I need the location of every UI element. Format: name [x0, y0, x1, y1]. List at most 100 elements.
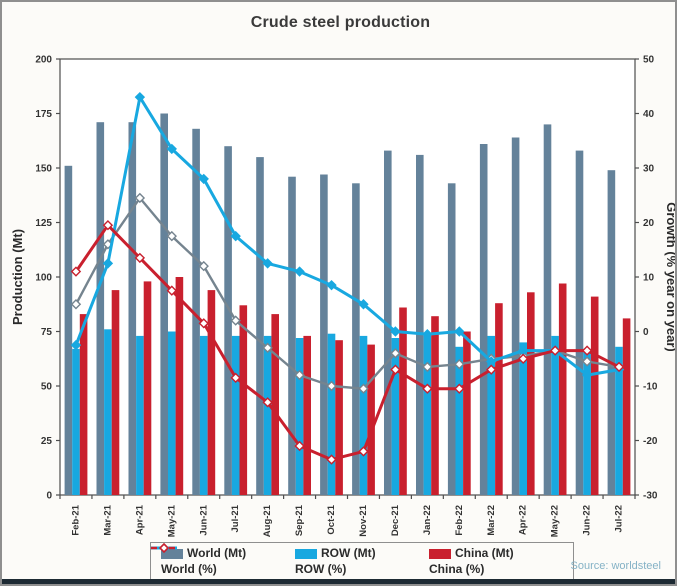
bar-May-22	[551, 335, 559, 495]
bar-Jun-21	[207, 290, 216, 495]
bar-Feb-21	[79, 314, 88, 495]
marker-china-Jun-21	[198, 318, 209, 329]
marker-world-Jun-22	[581, 356, 593, 367]
bar-Jun-22	[583, 348, 591, 495]
marker-china-Feb-21	[70, 266, 82, 277]
x-tick-label: Sep-21	[294, 504, 305, 536]
x-tick-label: Mar-22	[486, 505, 497, 536]
left-tick-label: 125	[35, 218, 52, 229]
left-tick-label: 75	[41, 327, 53, 338]
marker-world-Jul-21	[230, 315, 241, 326]
marker-row-Aug-21	[262, 258, 273, 269]
marker-world-Oct-21	[326, 380, 337, 392]
x-tick-label: Feb-21	[70, 504, 81, 535]
marker-row-Dec-21	[390, 326, 401, 337]
marker-china-May-22	[549, 345, 561, 356]
bar-Mar-21	[111, 290, 120, 495]
legend-label: ROW (Mt)	[321, 546, 376, 560]
legend-item-china-mt: China (Mt)	[429, 546, 563, 561]
marker-china-Sep-21	[294, 440, 305, 452]
bar-Mar-21	[96, 122, 105, 495]
bar-series-china-mt	[79, 277, 631, 495]
marker-china-Apr-22	[518, 353, 529, 364]
x-tick-label: Jul-22	[614, 505, 625, 532]
right-tick-label: -20	[643, 436, 658, 447]
bar-Oct-21	[320, 174, 328, 495]
bar-Aug-21	[256, 157, 264, 495]
chart-title: Crude steel production	[250, 14, 431, 31]
bottom-edge-strip	[2, 579, 675, 584]
right-tick-label: 0	[643, 327, 649, 338]
left-tick-label: 25	[41, 436, 53, 447]
left-tick-label: 0	[46, 491, 52, 502]
marker-row-Sep-21	[294, 266, 305, 277]
right-tick-label: 20	[643, 218, 655, 229]
marker-world-Feb-22	[454, 359, 465, 370]
bar-Sep-21	[303, 335, 311, 495]
marker-china-Jan-22	[422, 383, 433, 394]
bar-Mar-22	[495, 303, 503, 495]
x-tick-label: Mar-21	[102, 504, 113, 535]
right-axis-ticks: 50 40 30 20 10 0 -10 -20 -30	[635, 55, 658, 502]
marker-world-Jun-21	[198, 260, 209, 272]
bar-Jul-22	[607, 170, 616, 495]
x-tick-label: Apr-22	[518, 505, 529, 535]
bar-Apr-21	[143, 281, 152, 495]
line-series-china-pct	[70, 220, 625, 465]
bar-Apr-21	[136, 335, 144, 495]
right-tick-label: -30	[643, 491, 658, 502]
marker-row-Feb-21	[70, 339, 82, 351]
bar-series-world-mt	[64, 113, 616, 496]
right-axis-title: Growth (% year on year)	[664, 202, 677, 352]
bar-Aug-21	[263, 335, 272, 495]
marker-china-Nov-21	[358, 446, 369, 457]
left-tick-label: 175	[35, 109, 52, 120]
x-tick-label: Jul-21	[230, 504, 241, 532]
bar-Feb-22	[463, 331, 471, 495]
marker-china-Apr-21	[134, 252, 146, 264]
bar-Nov-21	[352, 183, 360, 496]
marker-china-Aug-21	[262, 397, 273, 408]
bar-May-22	[558, 283, 567, 495]
left-axis-ticks: 200 175 150 125 100 75 50 25 0	[35, 55, 60, 502]
source-credit: Source: worldsteel	[570, 560, 662, 572]
legend-swatch-world-mt-icon	[161, 548, 183, 559]
legend-item-row-mt: ROW (Mt)	[295, 546, 429, 561]
bar-Mar-22	[479, 144, 488, 495]
left-axis-title: Production (Mt)	[10, 229, 25, 325]
marker-china-May-21	[166, 285, 177, 296]
legend-swatch-row-mt-icon	[295, 548, 317, 559]
bar-Jul-21	[224, 146, 232, 495]
legend-label: World (Mt)	[187, 546, 247, 560]
x-tick-label: Jun-22	[582, 505, 593, 536]
bar-Nov-21	[367, 344, 375, 495]
bar-Dec-21	[399, 307, 407, 495]
x-tick-label: Feb-22	[454, 505, 465, 536]
x-tick-label: May-21	[166, 504, 177, 537]
marker-china-Jun-22	[581, 345, 593, 356]
bar-Feb-22	[455, 346, 464, 495]
bar-Dec-21	[384, 150, 392, 495]
bar-Sep-21	[295, 338, 304, 495]
left-tick-label: 100	[35, 273, 52, 284]
marker-world-Apr-21	[134, 192, 146, 204]
marker-row-Mar-21	[102, 258, 114, 269]
bar-Mar-21	[104, 329, 112, 495]
bar-Oct-21	[335, 340, 343, 495]
legend-swatch-china-mt-icon	[429, 548, 451, 559]
marker-china-Mar-21	[102, 220, 114, 231]
bar-Jun-21	[192, 128, 200, 496]
x-tick-label: Aug-21	[262, 504, 273, 537]
x-tick-label: Jun-21	[198, 504, 209, 535]
bar-Feb-22	[447, 183, 456, 496]
marker-row-Jan-22	[422, 329, 433, 340]
bar-Jun-21	[199, 335, 208, 495]
bar-Feb-21	[72, 348, 80, 495]
bar-Jul-22	[615, 346, 623, 495]
bar-Apr-22	[527, 292, 535, 495]
marker-china-Feb-22	[454, 383, 465, 394]
marker-world-Nov-21	[358, 383, 369, 394]
marker-china-Mar-22	[486, 364, 497, 375]
marker-world-Aug-21	[262, 342, 273, 354]
marker-row-Nov-21	[358, 299, 369, 310]
